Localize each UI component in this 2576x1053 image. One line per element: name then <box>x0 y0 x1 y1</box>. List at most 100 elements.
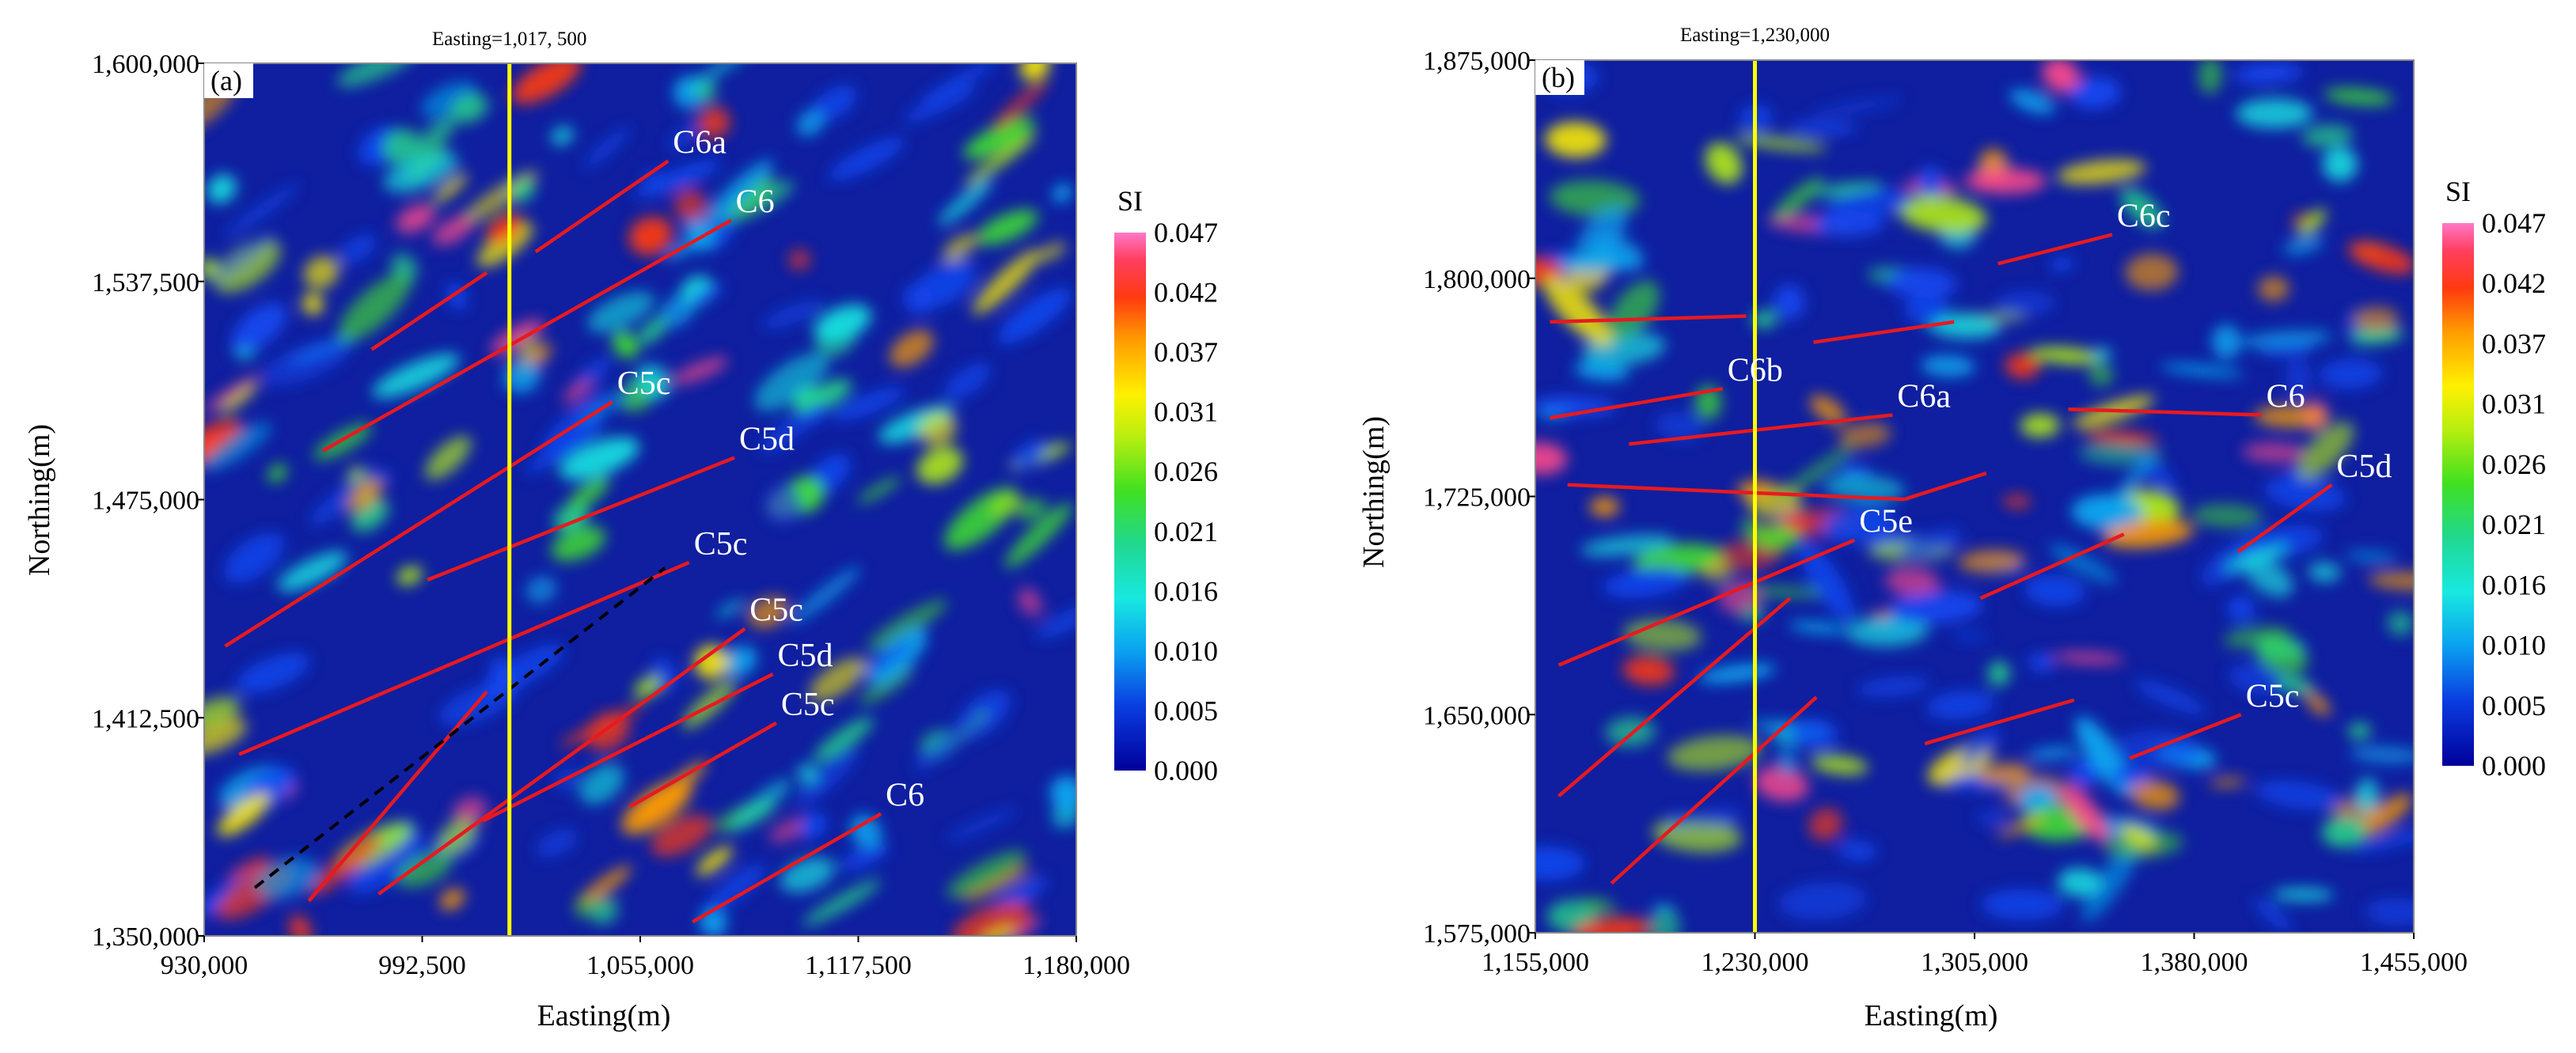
lineament-label: C5c <box>694 526 748 562</box>
colorbar-tick-label: 0.026 <box>2482 449 2546 480</box>
lineament-line <box>1557 538 1856 667</box>
anomaly-blob <box>2223 544 2290 572</box>
lineament-label: C6 <box>886 778 924 814</box>
anomaly-blob <box>2027 747 2077 760</box>
anomaly-blob <box>1789 122 1858 134</box>
anomaly-blob <box>1978 763 2031 786</box>
anomaly-blob <box>396 566 423 585</box>
lineament-line <box>1903 471 1987 502</box>
anomaly-blob <box>797 763 819 786</box>
colorbar-tick-label: 0.042 <box>1154 277 1218 309</box>
lineament-label: C5d <box>739 422 795 458</box>
colorbar: SI 0.047 0.042 0.037 0.031 0.026 0.021 0.016 0.0… <box>2442 176 2546 782</box>
anomaly-blob <box>1838 840 1877 862</box>
colorbar-tick-label: 0.016 <box>1154 575 1218 607</box>
anomaly-blob <box>682 63 753 94</box>
anomaly-blob <box>938 179 992 226</box>
anomaly-blob <box>621 779 692 835</box>
lineament-line <box>1550 387 1724 420</box>
anomaly-blob <box>2049 544 2117 584</box>
anomaly-blob <box>383 151 459 193</box>
anomaly-blob <box>651 814 712 857</box>
anomaly-blob <box>814 305 871 343</box>
anomaly-blob <box>511 63 582 104</box>
anomaly-blob <box>1623 619 1702 651</box>
anomaly-blob <box>587 291 654 333</box>
x-tick-labels: 930,000 992,500 1,055,000 1,117,500 1,180,00… <box>161 936 1130 980</box>
anomaly-blob <box>2227 596 2255 622</box>
anomaly-blob <box>672 357 728 384</box>
lineament-label: C5c <box>2246 678 2300 714</box>
anomaly-blob <box>913 716 982 771</box>
anomaly-blob <box>806 403 829 424</box>
anomaly-blob <box>754 352 829 411</box>
anomaly-blob <box>1778 443 1857 498</box>
y-tick-label: 1,725,000 <box>1423 483 1531 513</box>
colorbar: SI 0.047 0.042 0.037 0.031 0.026 0.021 0.016 0.0… <box>1114 185 1218 786</box>
anomaly-blob <box>1857 676 1931 697</box>
anomaly-blob <box>590 897 618 925</box>
anomaly-blob <box>1742 586 1828 597</box>
panel-label: (a) <box>211 65 242 97</box>
anomaly-blob <box>439 888 465 911</box>
colorbar-tick-label: 0.042 <box>2482 267 2546 299</box>
anomaly-blob <box>1545 121 1607 158</box>
anomaly-blob <box>1751 525 1800 551</box>
lineament-line <box>238 560 690 756</box>
anomaly-blob <box>761 300 824 329</box>
x-tick-label: 992,500 <box>378 951 466 980</box>
anomaly-blob <box>2042 60 2081 93</box>
y-tick-label: 1,350,000 <box>92 922 199 952</box>
anomaly-blob <box>480 644 564 696</box>
anomaly-blob <box>476 222 533 267</box>
anomaly-blob <box>1927 312 2001 339</box>
colorbar-title: SI <box>2445 176 2471 207</box>
anomaly-blob <box>2088 364 2114 386</box>
anomaly-blob <box>2210 776 2246 788</box>
anomaly-blob <box>839 844 890 871</box>
anomaly-blob <box>1018 587 1042 616</box>
lineament-label: C6c <box>2117 199 2171 235</box>
y-tick-label: 1,650,000 <box>1423 701 1531 730</box>
anomaly-blob <box>1995 290 2055 316</box>
anomaly-blob <box>2024 574 2085 607</box>
anomaly-field <box>204 63 1076 936</box>
anomaly-blob <box>277 551 348 592</box>
anomaly-blob <box>2061 784 2109 842</box>
anomaly-blob <box>2355 778 2379 813</box>
anomaly-blob <box>486 214 522 244</box>
lineament-label: C5d <box>2336 449 2392 485</box>
lineament-line <box>2236 483 2333 554</box>
anomaly-blob <box>1951 631 1990 642</box>
x-tick-label: 1,117,500 <box>805 951 912 980</box>
anomaly-blob <box>1884 567 1940 596</box>
anomaly-blob <box>1964 168 2047 194</box>
anomaly-blob <box>1573 362 1629 381</box>
anomaly-blob <box>902 283 934 315</box>
x-tick-label: 930,000 <box>161 951 248 980</box>
anomaly-blob <box>1899 528 1963 561</box>
anomaly-blob <box>921 63 1000 103</box>
lineament-line <box>1550 314 1747 324</box>
y-tick-label: 1,537,500 <box>92 268 199 297</box>
anomaly-blob <box>943 233 977 261</box>
profile-label: Easting=1,230,000 <box>1680 25 1830 46</box>
lineament-label: C6 <box>2267 379 2305 415</box>
anomaly-blob <box>421 81 477 119</box>
anomaly-blob <box>2321 816 2367 847</box>
anomaly-blob <box>579 763 624 805</box>
anomaly-blob <box>2297 422 2354 479</box>
anomaly-blob <box>765 486 803 523</box>
anomaly-blob <box>2242 442 2309 463</box>
anomaly-blob <box>1921 355 1975 377</box>
anomaly-blob <box>224 183 300 238</box>
anomaly-blob <box>1960 727 2000 767</box>
anomaly-blob <box>2102 520 2195 548</box>
anomaly-blob <box>582 127 631 169</box>
anomaly-blob <box>1739 605 1766 623</box>
anomaly-blob <box>1034 242 1067 263</box>
colorbar-tick-label: 0.047 <box>1154 217 1218 248</box>
lineament-line <box>377 627 746 896</box>
anomaly-blob <box>2111 765 2151 786</box>
colorbar-tick-label: 0.021 <box>1154 516 1218 547</box>
